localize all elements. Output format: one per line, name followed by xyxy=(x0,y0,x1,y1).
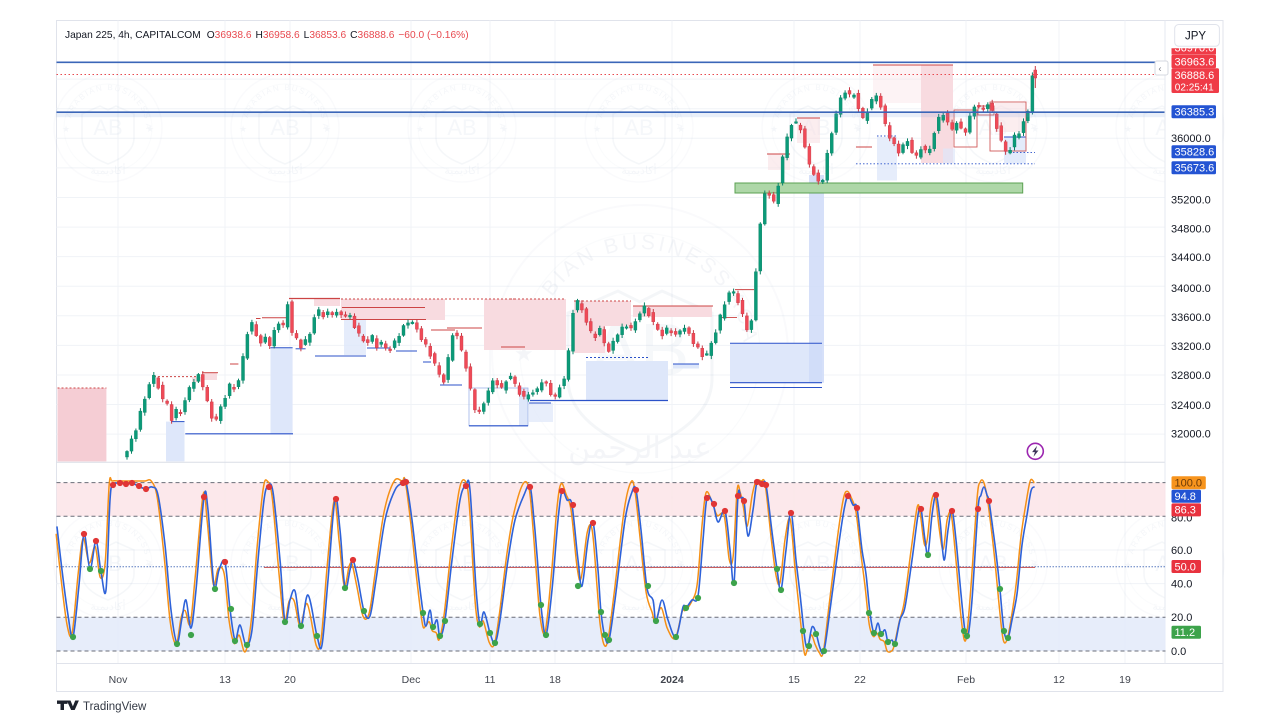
svg-text:★: ★ xyxy=(854,124,862,134)
svg-text:32800.0: 32800.0 xyxy=(1171,370,1211,382)
svg-text:34400.0: 34400.0 xyxy=(1171,252,1211,264)
svg-text:★: ★ xyxy=(770,124,778,134)
svg-text:35200.0: 35200.0 xyxy=(1171,195,1211,207)
svg-text:AB: AB xyxy=(978,551,1007,576)
svg-text:TradingView: TradingView xyxy=(83,701,147,713)
svg-text:40.0: 40.0 xyxy=(1171,578,1192,590)
svg-text:أكاديمية: أكاديمية xyxy=(975,599,1010,613)
svg-text:Dec: Dec xyxy=(402,674,421,686)
svg-text:36970.6: 36970.6 xyxy=(1175,43,1215,55)
svg-text:32400.0: 32400.0 xyxy=(1171,400,1211,412)
svg-text:15: 15 xyxy=(788,674,800,686)
svg-text:أكاديمية: أكاديمية xyxy=(90,599,125,613)
svg-text:20.0: 20.0 xyxy=(1171,612,1192,624)
svg-text:أكاديمية: أكاديمية xyxy=(444,599,479,613)
svg-text:AB: AB xyxy=(624,551,653,576)
svg-text:★: ★ xyxy=(62,560,70,570)
svg-text:★: ★ xyxy=(677,124,685,134)
svg-text:★: ★ xyxy=(146,124,154,134)
svg-text:20: 20 xyxy=(284,674,296,686)
svg-text:★: ★ xyxy=(62,124,70,134)
svg-text:35673.6: 35673.6 xyxy=(1175,163,1215,175)
svg-text:أكاديمية: أكاديمية xyxy=(444,163,479,177)
svg-text:أكاديمية: أكاديمية xyxy=(267,163,302,177)
svg-text:22: 22 xyxy=(854,674,866,686)
svg-text:33200.0: 33200.0 xyxy=(1171,341,1211,353)
svg-text:AB: AB xyxy=(447,115,476,140)
svg-text:★: ★ xyxy=(1124,124,1132,134)
svg-text:12: 12 xyxy=(1053,674,1065,686)
svg-text:★: ★ xyxy=(500,560,508,570)
svg-text:94.8: 94.8 xyxy=(1175,491,1196,503)
svg-text:0.0: 0.0 xyxy=(1171,646,1186,658)
svg-text:35828.6: 35828.6 xyxy=(1175,147,1215,159)
svg-text:32000.0: 32000.0 xyxy=(1171,429,1211,441)
svg-text:★: ★ xyxy=(323,124,331,134)
svg-text:33600.0: 33600.0 xyxy=(1171,312,1211,324)
svg-text:34800.0: 34800.0 xyxy=(1171,223,1211,235)
svg-text:2024: 2024 xyxy=(660,674,684,686)
svg-text:50.0: 50.0 xyxy=(1175,561,1196,573)
svg-text:AB: AB xyxy=(801,551,830,576)
svg-text:02:25:41: 02:25:41 xyxy=(1175,83,1214,94)
svg-text:أكاديمية: أكاديمية xyxy=(621,163,656,177)
svg-text:★: ★ xyxy=(239,124,247,134)
svg-text:★: ★ xyxy=(854,560,862,570)
svg-text:36888.6: 36888.6 xyxy=(1175,70,1215,82)
svg-text:★: ★ xyxy=(500,124,508,134)
svg-text:★: ★ xyxy=(416,560,424,570)
svg-text:أكاديمية: أكاديمية xyxy=(975,163,1010,177)
svg-text:36000.0: 36000.0 xyxy=(1171,133,1211,145)
svg-text:★: ★ xyxy=(677,560,685,570)
svg-text:★: ★ xyxy=(416,124,424,134)
svg-text:★: ★ xyxy=(1031,124,1039,134)
svg-text:أكاديمية: أكاديمية xyxy=(798,163,833,177)
svg-text:Nov: Nov xyxy=(109,674,128,686)
svg-text:★: ★ xyxy=(593,124,601,134)
svg-text:★: ★ xyxy=(1031,560,1039,570)
svg-text:34000.0: 34000.0 xyxy=(1171,283,1211,295)
svg-text:أكاديمية: أكاديمية xyxy=(267,599,302,613)
svg-text:36963.6: 36963.6 xyxy=(1175,56,1215,68)
svg-text:60.0: 60.0 xyxy=(1171,545,1192,557)
svg-text:أكاديمية: أكاديمية xyxy=(798,599,833,613)
svg-text:★: ★ xyxy=(1124,560,1132,570)
svg-text:18: 18 xyxy=(549,674,561,686)
svg-text:AB: AB xyxy=(270,551,299,576)
svg-text:AB: AB xyxy=(270,115,299,140)
svg-text:19: 19 xyxy=(1119,674,1131,686)
svg-text:86.3: 86.3 xyxy=(1175,505,1196,517)
svg-text:JPY: JPY xyxy=(1185,31,1206,43)
svg-text:عبد الرحمن: عبد الرحمن xyxy=(568,432,712,466)
svg-text:★: ★ xyxy=(947,560,955,570)
svg-text:11.2: 11.2 xyxy=(1175,627,1196,639)
svg-text:11: 11 xyxy=(485,674,496,686)
svg-text:أكاديمية: أكاديمية xyxy=(90,163,125,177)
svg-text:AB: AB xyxy=(624,115,653,140)
svg-text:13: 13 xyxy=(219,674,231,686)
svg-text:‹: ‹ xyxy=(1159,64,1162,74)
svg-text:AB: AB xyxy=(93,115,122,140)
svg-text:★: ★ xyxy=(239,560,247,570)
svg-text:Feb: Feb xyxy=(957,674,975,686)
svg-text:36385.3: 36385.3 xyxy=(1175,107,1215,119)
svg-text:★: ★ xyxy=(146,560,154,570)
svg-text:100.0: 100.0 xyxy=(1175,478,1203,490)
